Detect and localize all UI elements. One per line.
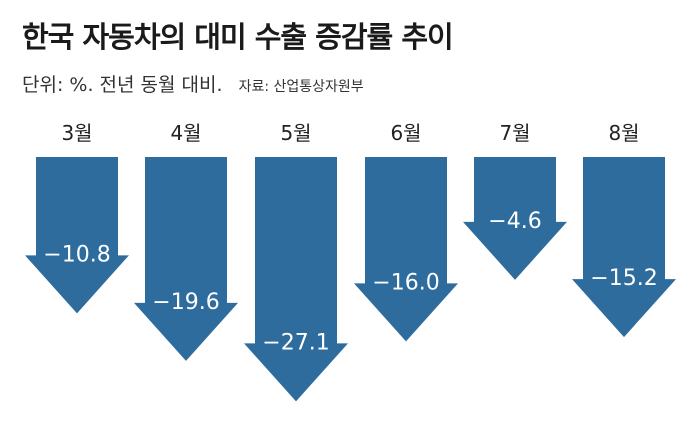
value-label: −10.8 — [43, 242, 110, 267]
value-label: −4.6 — [488, 209, 541, 234]
value-label: −16.0 — [372, 270, 439, 295]
month-label: 8월 — [608, 121, 639, 145]
value-label: −15.2 — [590, 266, 657, 291]
arrow-bar-3 — [244, 157, 348, 402]
month-label: 4월 — [170, 121, 201, 145]
value-label: −19.6 — [152, 290, 219, 315]
page-title: 한국 자동차의 대미 수출 증감률 추이 — [22, 20, 454, 54]
month-label: 7월 — [499, 121, 530, 145]
unit-text: 단위: %. 전년 동월 대비. — [22, 74, 223, 96]
arrow-bar-1 — [25, 157, 129, 314]
value-label: −27.1 — [262, 330, 329, 355]
month-label: 6월 — [390, 121, 421, 145]
arrow-bar-4 — [354, 157, 458, 342]
unit-note: 단위: %. 전년 동월 대비. 자료: 산업통상자원부 — [22, 70, 364, 97]
source-note: 자료: 산업통상자원부 — [238, 79, 364, 95]
arrow-bar-2 — [134, 157, 238, 361]
arrow-bar-5 — [463, 157, 567, 280]
month-label: 3월 — [61, 121, 92, 145]
arrow-bar-6 — [572, 157, 676, 338]
month-label: 5월 — [280, 121, 311, 145]
